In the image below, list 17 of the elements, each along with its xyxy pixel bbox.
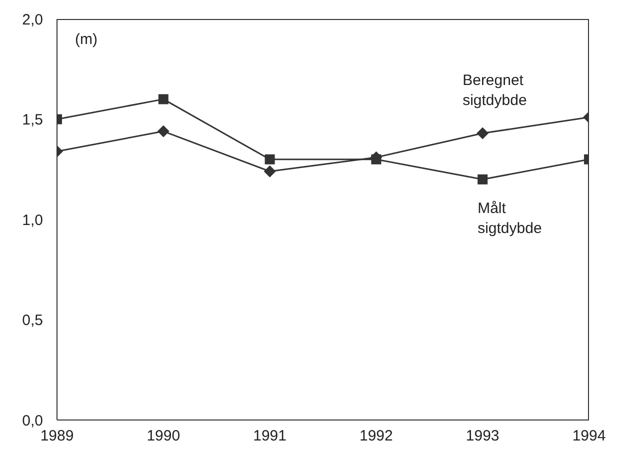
x-tick-label: 1990 (146, 428, 180, 445)
series-label: Beregnet sigtdybde (462, 71, 528, 112)
y-tick-label: 0,5 (22, 312, 43, 330)
y-tick-label: 1,5 (22, 112, 43, 129)
x-tick-label: 1989 (40, 428, 74, 445)
y-axis-title: (m) (75, 31, 98, 48)
y-tick-label: 1,0 (22, 212, 43, 229)
x-tick-label: 1994 (572, 428, 606, 445)
x-tick-label: 1991 (253, 428, 286, 445)
point (264, 165, 276, 178)
y-tick-label: 2,0 (22, 11, 43, 28)
series-label: Målt sigtdybde (478, 199, 543, 240)
point (264, 154, 275, 164)
x-tick-label: 1993 (466, 428, 500, 445)
point (371, 154, 382, 164)
x-tick-label: 1992 (360, 428, 393, 445)
y-tick-label: 0,0 (22, 412, 43, 430)
